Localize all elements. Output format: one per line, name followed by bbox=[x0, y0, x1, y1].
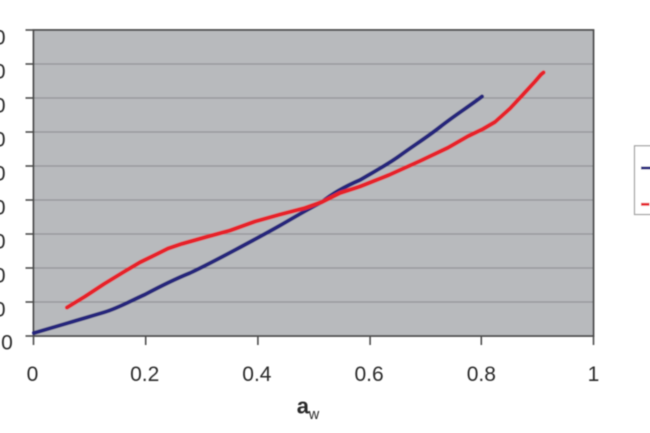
svg-text:0: 0 bbox=[1, 332, 13, 355]
svg-text:0.2: 0.2 bbox=[130, 363, 159, 386]
svg-text:1: 1 bbox=[588, 363, 600, 386]
svg-text:0.6: 0.6 bbox=[354, 363, 383, 386]
svg-text:0: 0 bbox=[0, 61, 6, 84]
svg-text:w: w bbox=[308, 407, 320, 423]
svg-text:a: a bbox=[297, 393, 310, 418]
svg-text:0.4: 0.4 bbox=[242, 363, 272, 386]
svg-text:0: 0 bbox=[27, 363, 39, 386]
svg-text:0: 0 bbox=[0, 197, 6, 220]
svg-text:0: 0 bbox=[0, 231, 6, 254]
svg-text:0: 0 bbox=[0, 129, 6, 152]
svg-text:0: 0 bbox=[0, 27, 6, 50]
svg-text:0: 0 bbox=[0, 163, 6, 186]
svg-text:0: 0 bbox=[0, 265, 6, 288]
svg-text:0.8: 0.8 bbox=[467, 363, 496, 386]
svg-text:0: 0 bbox=[0, 95, 6, 118]
svg-text:0: 0 bbox=[0, 299, 6, 322]
